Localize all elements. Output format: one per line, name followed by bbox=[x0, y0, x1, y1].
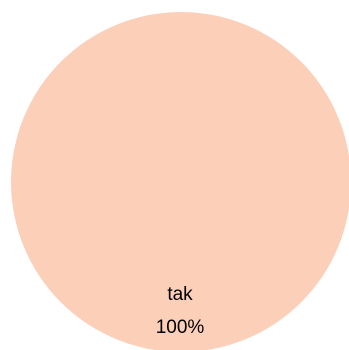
pie-slices bbox=[11, 12, 349, 350]
slice-category-label: tak bbox=[167, 284, 193, 305]
slice-percent-label: 100% bbox=[156, 317, 205, 338]
pie-data-labels: tak 100% bbox=[156, 284, 205, 338]
pie-slice-tak bbox=[11, 12, 349, 350]
